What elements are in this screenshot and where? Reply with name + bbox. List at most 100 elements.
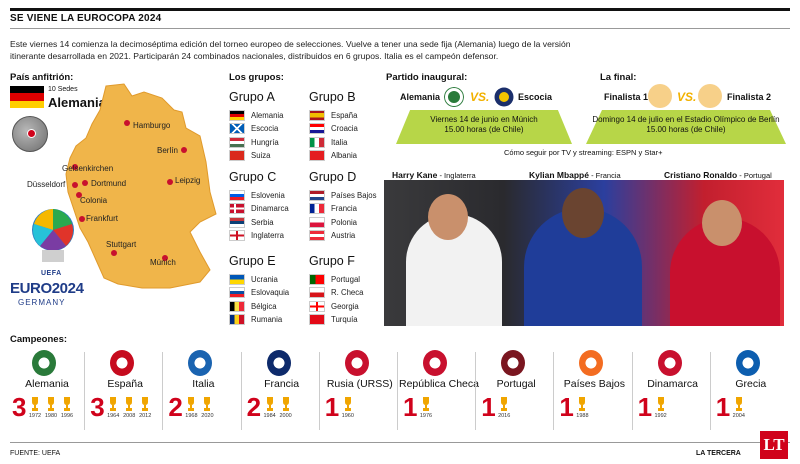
team-name: Georgia <box>331 301 359 311</box>
trophy-icon <box>423 397 429 411</box>
champion-country: Italia <box>192 378 215 390</box>
group-team-row: Serbia <box>229 215 274 229</box>
team-name: Francia <box>331 204 357 213</box>
group-team-row: Países Bajos <box>309 188 377 202</box>
group-team-row: Escocia <box>229 122 278 136</box>
federation-badge-icon <box>423 350 447 376</box>
team-name: Turquía <box>331 315 358 324</box>
team-name: Ucrania <box>251 274 278 284</box>
globe-icon <box>12 116 48 152</box>
player-label-mbappe: Kylian Mbappé - Francia <box>529 170 621 180</box>
flag-icon <box>229 189 245 201</box>
title-count: 3 <box>12 392 27 422</box>
group-team-row: Italia <box>309 135 347 149</box>
city-leipzig: Leipzig <box>175 176 201 185</box>
final-vs: VS. <box>677 90 697 104</box>
title-count: 1 <box>324 392 340 422</box>
team-name: Polonia <box>331 217 358 227</box>
trophy-item: 2004 <box>732 397 746 419</box>
flag-icon <box>229 123 245 134</box>
finalist-1-placeholder-icon <box>648 84 672 108</box>
team-name: Eslovaquia <box>251 288 290 297</box>
group-team-row: Eslovenia <box>229 188 285 202</box>
federation-badge-icon <box>32 350 56 376</box>
champion-separator <box>162 352 164 430</box>
trophy-list: 1964 2008 2012 <box>106 397 152 419</box>
champion-card: Rusia (URSS) 1 1960 <box>321 348 399 430</box>
player-label-ronaldo: Cristiano Ronaldo - Portugal <box>664 170 772 180</box>
final-time: 15.00 horas (de Chile) <box>646 125 726 134</box>
trophy-year: 1960 <box>341 413 354 419</box>
group-team-row: Alemania <box>229 108 284 122</box>
champion-country: Francia <box>264 378 300 390</box>
group-title: Grupo E <box>229 254 276 268</box>
flag-icon <box>309 189 325 201</box>
trophy-year: 1996 <box>60 413 74 419</box>
footer-divider <box>10 442 790 443</box>
champion-country: España <box>107 378 143 390</box>
group-title: Grupo C <box>229 170 277 184</box>
trophy-item: 1992 <box>654 397 668 419</box>
player-name-kane: Harry Kane <box>392 170 438 180</box>
group-team-row: Polonia <box>309 215 357 229</box>
city-dot-stuttgart <box>111 250 117 256</box>
group-team-row: Francia <box>309 202 357 216</box>
trophy-item: 1996 <box>60 397 74 419</box>
trophy-list: 1992 <box>654 397 668 419</box>
top-rule <box>10 8 790 11</box>
trophy-list: 1984 2000 <box>263 397 293 419</box>
city-dot-hamburgo <box>124 120 130 126</box>
team-name: Rumania <box>251 315 283 324</box>
champion-separator <box>84 352 86 430</box>
champion-separator <box>475 352 477 430</box>
host-country: Alemania <box>48 95 106 110</box>
federation-badge-icon <box>266 350 291 376</box>
group-team-row: Dinamarca <box>229 202 289 216</box>
group-team-row: Turquía <box>309 313 358 327</box>
federation-badge-icon <box>579 350 604 376</box>
flag-icon <box>229 109 245 121</box>
group-team-row: Rumania <box>229 313 282 327</box>
trophy-icon <box>188 397 195 411</box>
city-dot-frankfurt <box>79 216 85 222</box>
title-count: 2 <box>246 392 262 422</box>
trophy-list: 2016 <box>497 397 511 419</box>
trophy-year: 1968 <box>185 413 198 419</box>
city-dot-leipzig <box>167 179 173 185</box>
champion-separator <box>397 352 398 430</box>
federation-badge-icon <box>657 350 682 376</box>
team-name: Bélgica <box>251 301 277 311</box>
group-title: Grupo F <box>309 254 355 268</box>
team-name: Suiza <box>251 151 271 160</box>
page-title: SE VIENE LA EUROCOPA 2024 <box>10 13 162 24</box>
flag-icon <box>309 287 325 298</box>
trophy-item: 2020 <box>200 397 214 419</box>
trophy-item: 1980 <box>44 397 58 419</box>
player-country-kane: - Inglaterra <box>437 171 476 180</box>
trophy-icon <box>64 397 70 411</box>
flag-icon <box>229 150 245 161</box>
footer-brand: LA TERCERA <box>696 450 741 457</box>
trophy-icon <box>204 397 211 411</box>
group-title: Grupo A <box>229 90 275 104</box>
trophy-year: 1964 <box>107 413 120 419</box>
final-home: Finalista 1 <box>604 92 649 102</box>
opening-pitch <box>396 110 572 144</box>
flag-icon <box>309 216 325 228</box>
champion-country: Rusia (URSS) <box>326 378 393 390</box>
final-date: Domingo 14 de julio en el Estadio Olímpi… <box>592 115 780 124</box>
flag-icon <box>309 123 325 134</box>
trophy-icon <box>344 397 351 411</box>
trophy-list: 1960 <box>341 397 355 419</box>
team-name: Alemania <box>251 110 284 120</box>
flag-icon <box>309 300 325 312</box>
footer-source: FUENTE: UEFA <box>10 450 61 457</box>
finalist-2-placeholder-icon <box>698 84 722 108</box>
euro-country: GERMANY <box>18 298 66 307</box>
champion-country: República Checa <box>399 378 479 390</box>
final-pitch <box>586 110 786 144</box>
opening-vs: VS. <box>470 90 490 104</box>
city-dot-berlin <box>181 147 187 153</box>
city-dot-munich <box>162 255 168 261</box>
city-dortmund: Dortmund <box>91 179 127 188</box>
